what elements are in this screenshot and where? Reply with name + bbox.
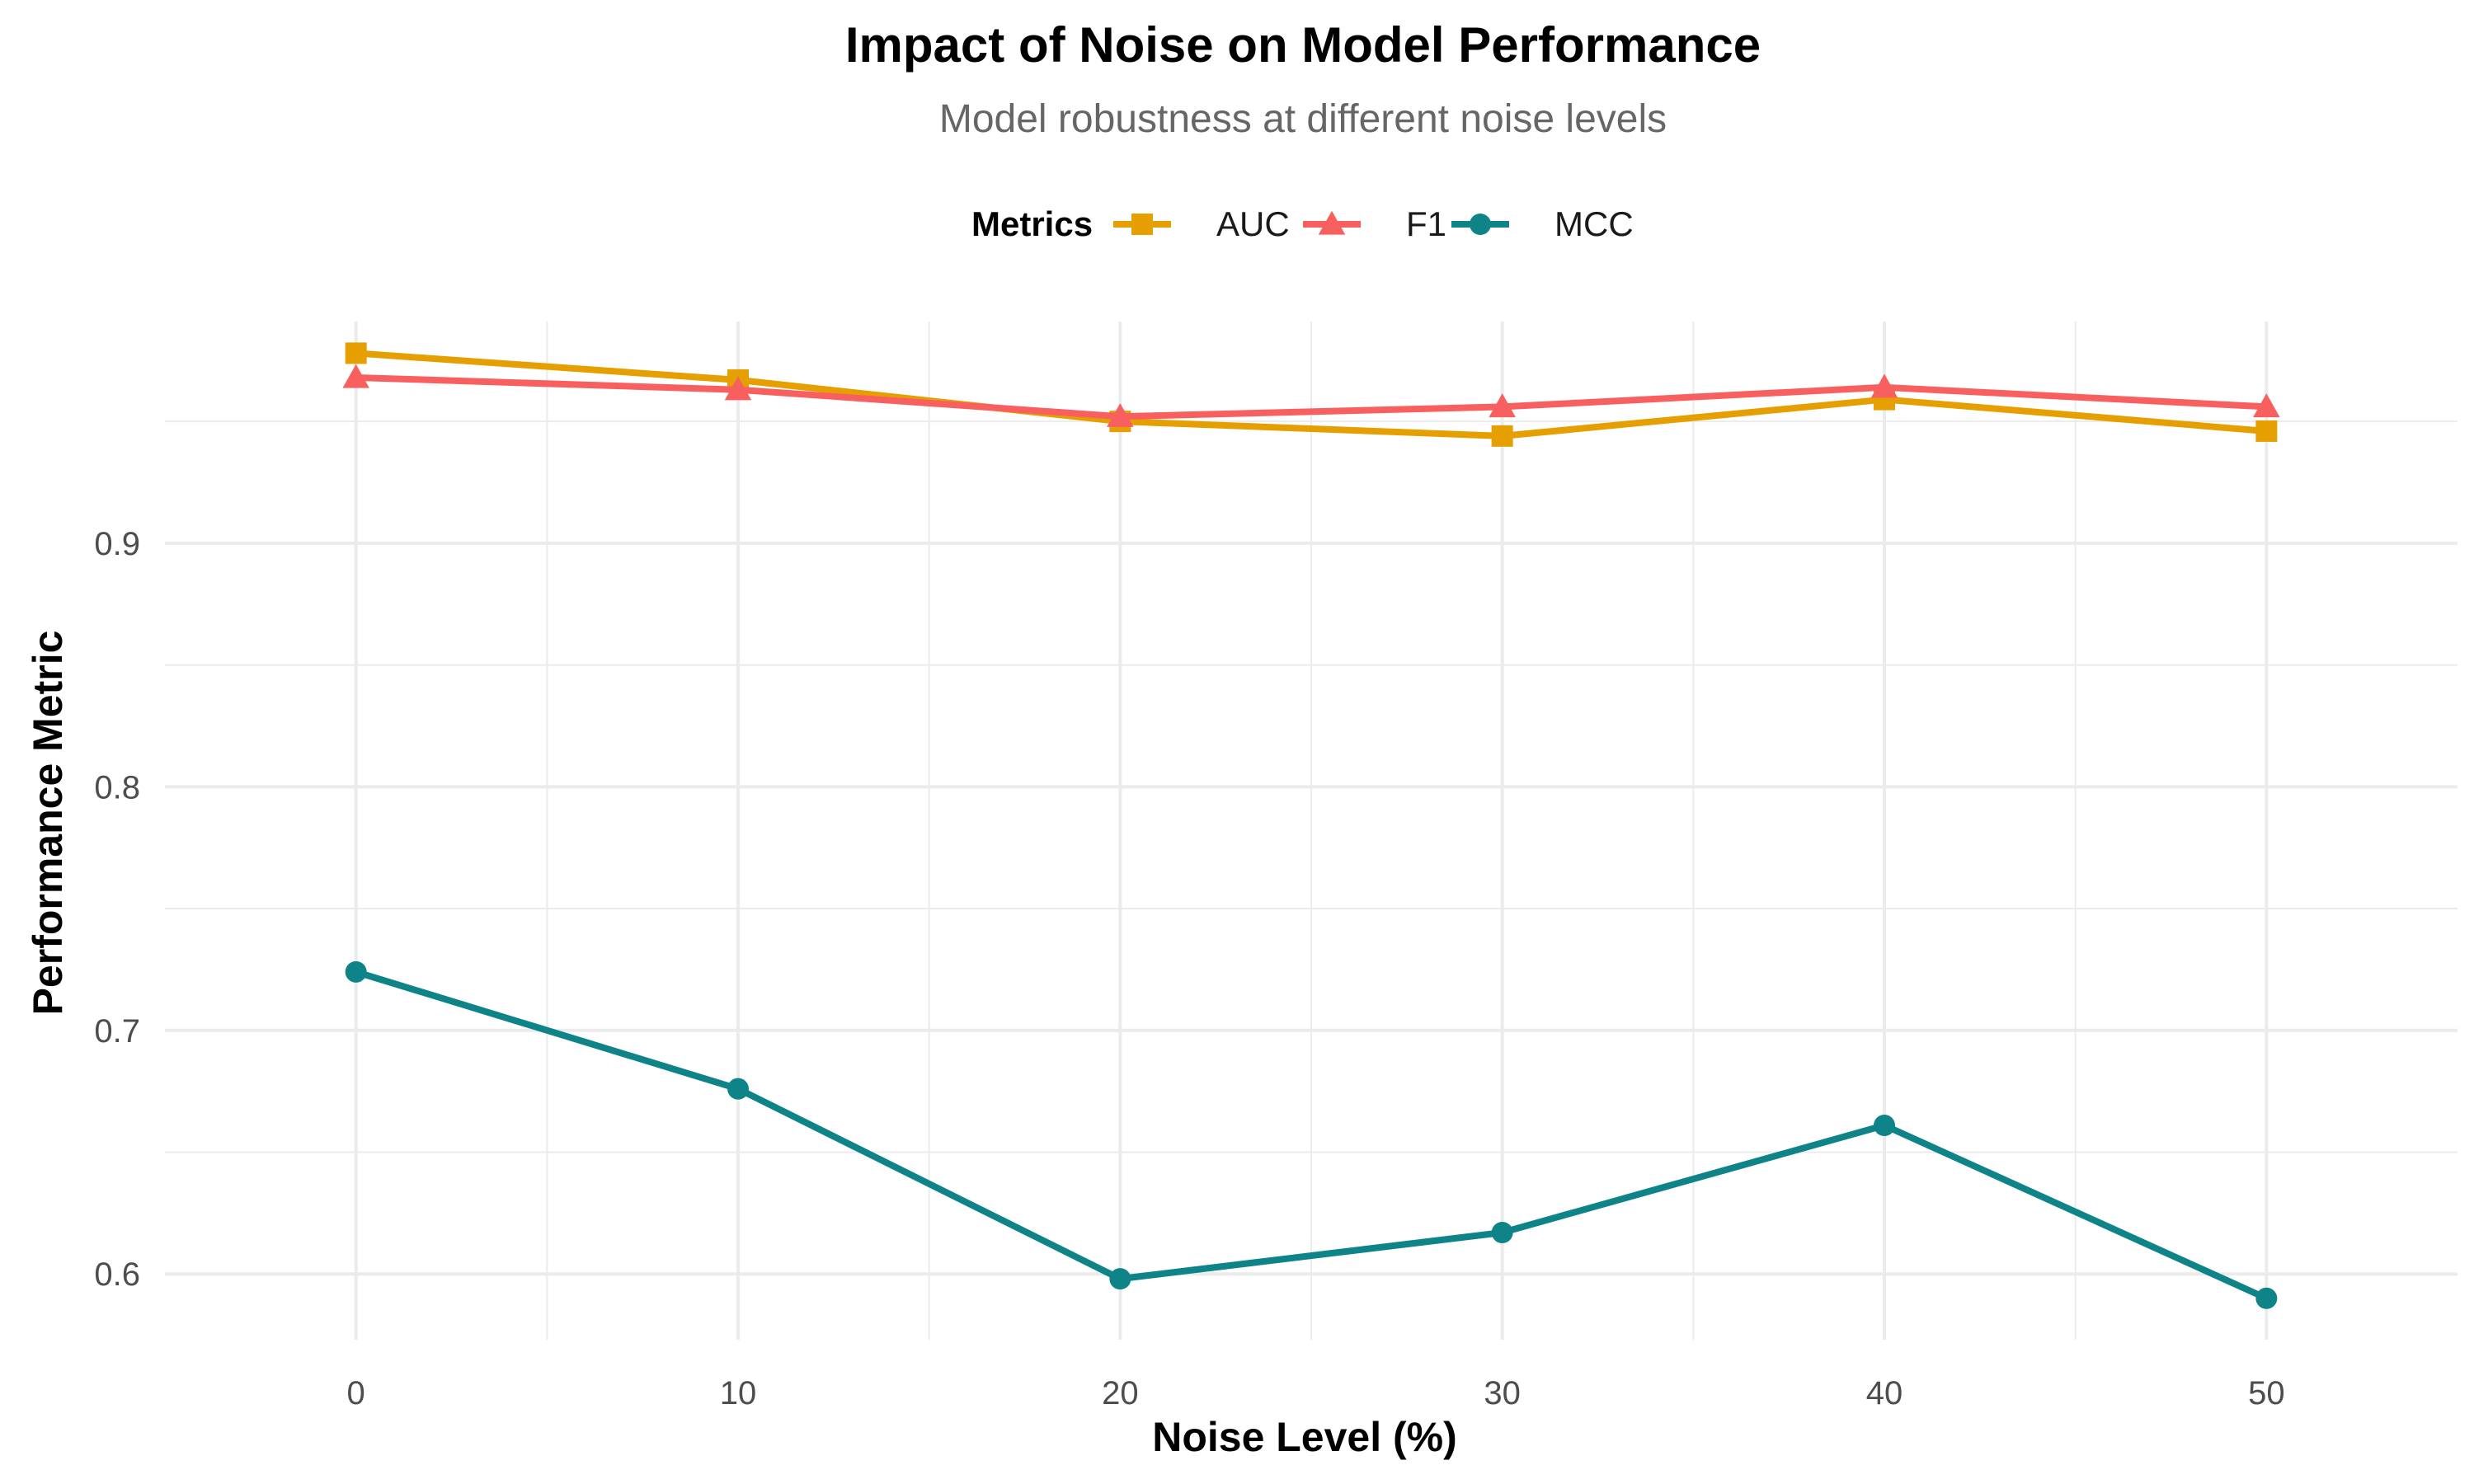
data-point-f1 (2253, 393, 2280, 418)
data-point-f1 (1107, 402, 1134, 427)
series-f1 (342, 364, 2280, 427)
data-point-f1 (1870, 373, 1898, 398)
x-tick-label: 10 (720, 1375, 757, 1411)
series-auc (345, 342, 2278, 447)
legend-item-auc: AUC (1113, 204, 1290, 243)
data-point-auc (2255, 420, 2278, 442)
data-point-f1 (1489, 393, 1516, 418)
series-line-auc (352, 350, 2270, 439)
legend-title: Metrics (971, 204, 1093, 243)
legend-item-f1: F1 (1303, 204, 1446, 243)
series-mcc (345, 960, 2278, 1309)
x-tick-label: 0 (347, 1375, 365, 1411)
data-point-mcc (1109, 1268, 1131, 1290)
y-tick-label: 0.6 (94, 1256, 140, 1293)
data-point-f1 (342, 364, 369, 388)
series-line-mcc (352, 968, 2270, 1302)
legend-label-f1: F1 (1406, 204, 1446, 243)
legend-label-mcc: MCC (1554, 204, 1634, 243)
legend-item-mcc: MCC (1451, 204, 1634, 243)
y-tick-label: 0.9 (94, 526, 140, 562)
x-tick-label: 50 (2248, 1375, 2285, 1411)
y-axis-title: Performance Metric (25, 631, 71, 1016)
legend-key-marker-auc (1131, 214, 1153, 235)
data-point-mcc (345, 960, 367, 983)
data-point-mcc (727, 1078, 749, 1100)
data-point-f1 (724, 376, 752, 401)
x-tick-label: 20 (1102, 1375, 1139, 1411)
x-tick-label: 40 (1866, 1375, 1903, 1411)
legend: Metrics AUC F1 MCC (971, 204, 1634, 243)
legend-label-auc: AUC (1216, 204, 1290, 243)
series-layer (342, 342, 2280, 1309)
chart-title: Impact of Noise on Model Performance (845, 17, 1761, 73)
legend-key-marker-f1 (1318, 210, 1346, 235)
data-point-auc (1491, 425, 1513, 447)
data-point-auc (345, 342, 367, 364)
grid (165, 322, 2458, 1340)
chart-subtitle: Model robustness at different noise leve… (939, 97, 1667, 141)
y-tick-label: 0.8 (94, 769, 140, 805)
data-point-mcc (1491, 1222, 1513, 1243)
tick-labels: 0 10 20 30 40 50 0.6 0.7 0.8 0.9 (94, 526, 2284, 1411)
legend-key-marker-mcc (1470, 214, 1491, 235)
data-point-mcc (2255, 1287, 2278, 1309)
x-tick-label: 30 (1484, 1375, 1521, 1411)
x-axis-title: Noise Level (%) (1152, 1414, 1457, 1460)
data-point-mcc (1874, 1115, 1895, 1136)
series-line-f1 (352, 373, 2270, 420)
y-tick-label: 0.7 (94, 1013, 140, 1050)
